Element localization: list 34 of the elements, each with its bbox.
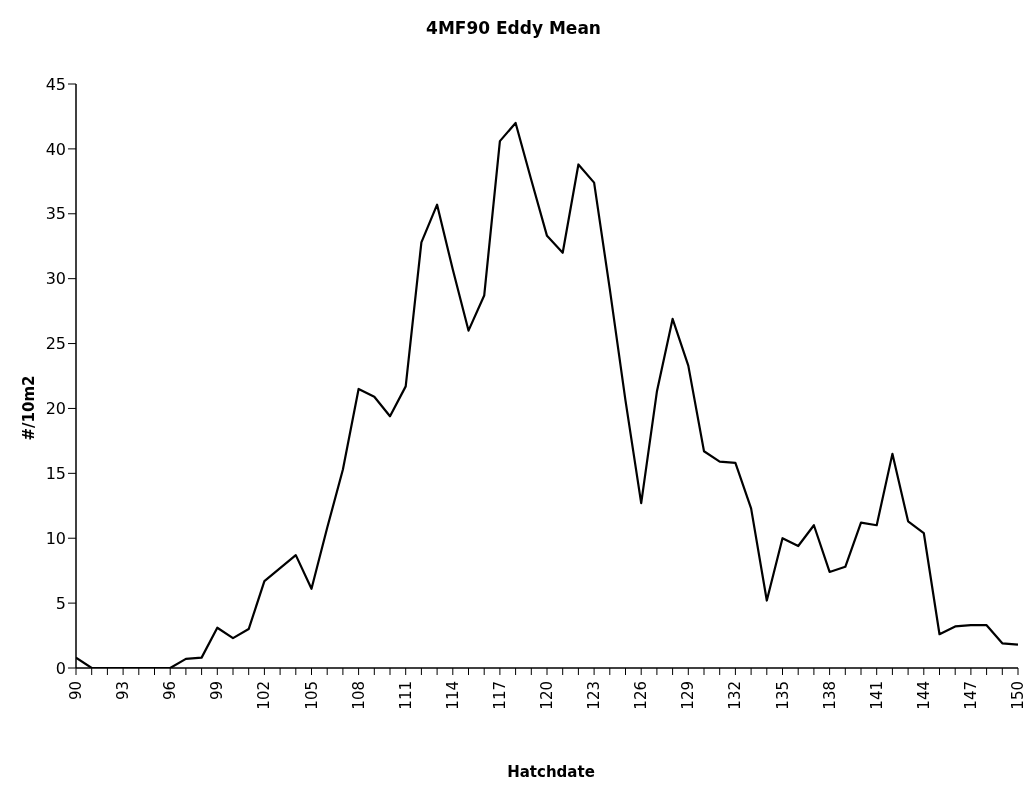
x-tick-label: 96 — [161, 681, 180, 701]
y-axis-title: #/10m2 — [19, 375, 37, 441]
y-tick-label: 20 — [45, 399, 66, 419]
x-tick-label: 129 — [679, 681, 698, 710]
x-tick-label: 114 — [443, 681, 462, 710]
x-tick-label: 126 — [632, 681, 651, 710]
x-tick-label: 150 — [1009, 681, 1027, 710]
y-tick-label: 40 — [45, 139, 66, 159]
x-tick-label: 105 — [302, 681, 321, 710]
x-tick-label: 144 — [914, 681, 933, 710]
y-tick-label: 45 — [45, 74, 66, 94]
y-tick-label: 35 — [45, 204, 66, 224]
x-tick-label: 147 — [961, 681, 980, 710]
x-tick-label: 132 — [726, 681, 745, 710]
x-tick-label: 123 — [585, 681, 604, 710]
x-tick-label: 90 — [67, 681, 85, 701]
y-tick-label: 5 — [55, 593, 66, 613]
x-tick-label: 108 — [349, 681, 368, 710]
x-tick-label: 141 — [867, 681, 886, 710]
y-tick-label: 0 — [55, 658, 66, 678]
x-tick-label: 99 — [208, 681, 227, 701]
y-tick-label: 15 — [45, 464, 66, 484]
x-tick-label: 111 — [396, 681, 415, 710]
y-tick-label: 25 — [45, 334, 66, 354]
x-tick-label: 93 — [114, 681, 133, 701]
x-tick-label: 135 — [773, 681, 792, 710]
y-tick-label: 10 — [45, 528, 66, 548]
x-tick-label: 120 — [538, 681, 556, 710]
y-tick-label: 30 — [45, 269, 66, 289]
chart-title: 4MF90 Eddy Mean — [425, 18, 602, 38]
x-axis-title: Hatchdate — [506, 763, 596, 781]
x-tick-label: 117 — [490, 681, 509, 710]
x-tick-label: 102 — [255, 681, 274, 710]
x-tick-label: 138 — [820, 681, 839, 710]
